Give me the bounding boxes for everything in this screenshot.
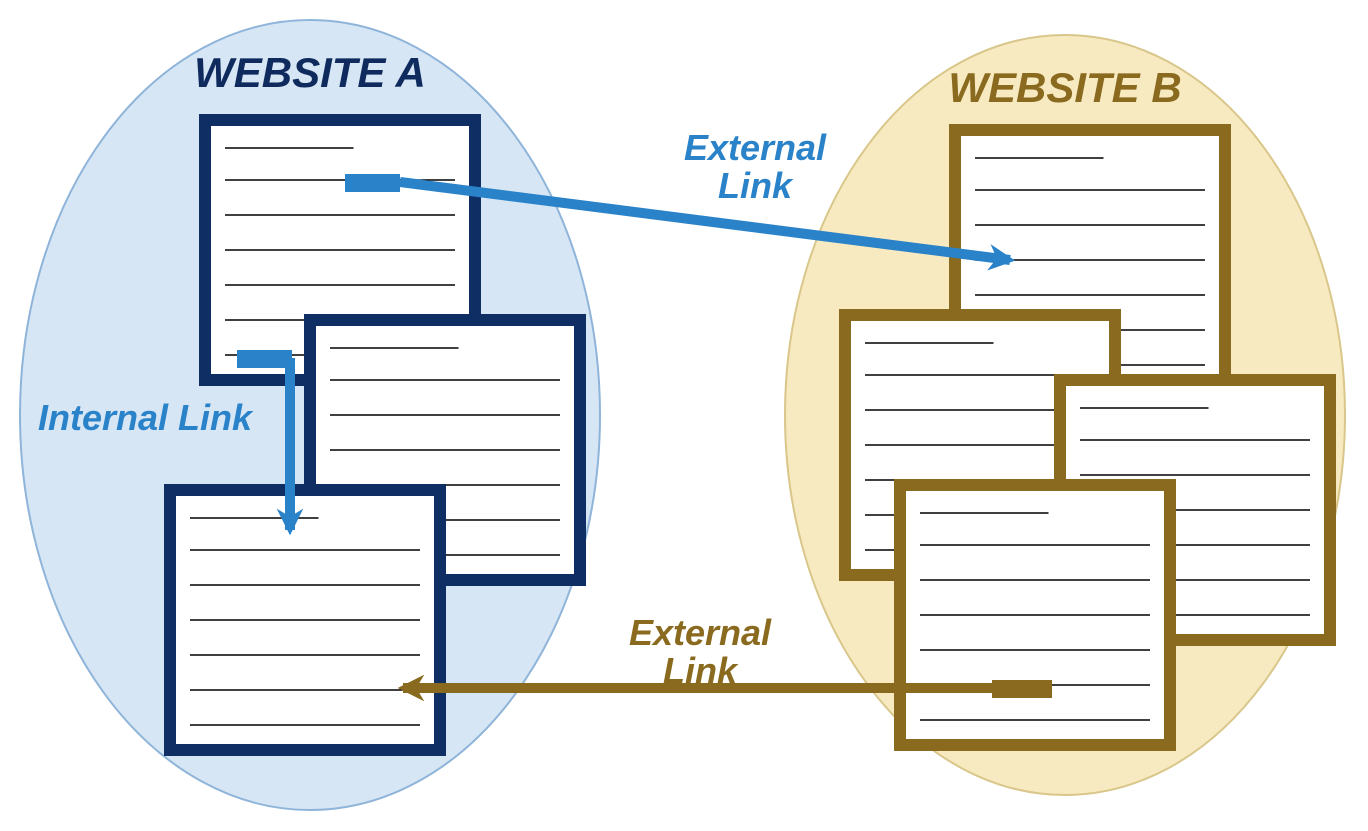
link-anchor	[237, 350, 292, 368]
arrow-label-internal-a: Internal Link	[38, 397, 254, 438]
page-a3	[170, 490, 440, 750]
link-anchor	[992, 680, 1052, 698]
website-title-a: WEBSITE A	[194, 49, 426, 96]
link-anchor	[345, 174, 400, 192]
page-b4	[900, 485, 1170, 745]
arrow-label-external-ab: ExternalLink	[684, 127, 827, 206]
website-title-b: WEBSITE B	[948, 64, 1181, 111]
arrow-label-external-ba: ExternalLink	[629, 612, 772, 691]
website-b: WEBSITE B	[785, 35, 1345, 795]
